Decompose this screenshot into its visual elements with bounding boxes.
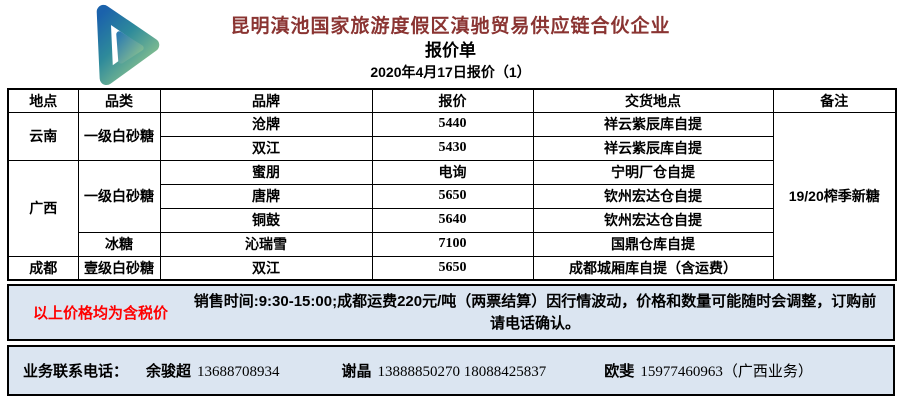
contact-name: 欧斐	[604, 363, 635, 380]
price-cell: 5430	[371, 135, 534, 161]
col-header-delivery: 交货地点	[532, 88, 774, 113]
contacts-label: 业务联系电话：	[23, 363, 129, 380]
category-cell: 壹级白砂糖	[77, 255, 161, 281]
price-cell: 7100	[371, 231, 534, 257]
delivery-cell: 成都城厢库自提（含运费）	[532, 255, 774, 281]
table-row: 双江 5430 祥云紫辰库自提	[8, 135, 896, 161]
tax-included-label: 以上价格均为含税价	[33, 305, 169, 322]
col-header-category: 品类	[77, 88, 161, 113]
contacts-bar: 业务联系电话： 余骏超 13688708934 谢晶 13888850270 180…	[7, 345, 895, 396]
table-row: 唐牌 5650 钦州宏达仓自提	[8, 183, 896, 209]
price-cell: 电询	[371, 159, 534, 185]
brand-cell: 蜜朋	[159, 159, 373, 185]
delivery-cell: 国鼎仓库自提	[532, 231, 774, 257]
col-header-location: 地点	[7, 88, 79, 113]
table-header-row: 地点 品类 品牌 报价 交货地点 备注	[7, 88, 897, 113]
contact-person: 余骏超 13688708934	[146, 360, 280, 381]
quote-subtitle: 报价单	[425, 41, 476, 60]
quote-date: 2020年4月17日报价（1）	[370, 64, 531, 80]
brand-cell: 铜鼓	[159, 207, 373, 233]
category-cell: 一级白砂糖	[77, 159, 161, 233]
contact-phone: 13688708934	[197, 364, 280, 380]
price-cell: 5650	[371, 255, 534, 281]
col-header-remark: 备注	[772, 88, 897, 113]
price-table: 地点 品类 品牌 报价 交货地点 备注 云南 一级白砂糖 沧牌 5440 祥云紫…	[7, 88, 897, 281]
contact-person: 欧斐 15977460963（广西业务）	[604, 360, 813, 381]
notice-text: 销售时间:9:30-15:00;成都运费220元/吨（两票结算）因行情波动，价格…	[193, 292, 877, 332]
contact-phone: 15977460963（广西业务）	[640, 364, 813, 380]
col-header-price: 报价	[371, 88, 534, 113]
contact-phone: 13888850270 18088425837	[377, 364, 547, 380]
delivery-cell: 钦州宏达仓自提	[532, 207, 774, 233]
category-cell: 一级白砂糖	[77, 111, 161, 161]
delivery-cell: 祥云紫辰库自提	[532, 135, 774, 161]
brand-cell: 沧牌	[159, 111, 373, 137]
location-cell-yunnan: 云南	[7, 111, 79, 161]
brand-cell: 双江	[159, 255, 373, 281]
table-row: 广西 一级白砂糖 蜜朋 电询 宁明厂仓自提	[7, 159, 896, 257]
delivery-cell: 宁明厂仓自提	[532, 159, 774, 185]
price-cell: 5640	[371, 207, 534, 233]
delivery-cell: 祥云紫辰库自提	[532, 111, 774, 137]
brand-cell: 双江	[159, 135, 373, 161]
table-row: 成都 壹级白砂糖 双江 5650 成都城厢库自提（含运费）	[7, 255, 896, 281]
location-cell-guangxi: 广西	[7, 159, 79, 257]
price-cell: 5440	[371, 111, 534, 137]
contact-name: 余骏超	[146, 363, 192, 380]
notice-bar: 以上价格均为含税价 销售时间:9:30-15:00;成都运费220元/吨（两票结…	[7, 284, 895, 341]
contact-person: 谢晶 13888850270 18088425837	[342, 360, 547, 381]
price-cell: 5650	[371, 183, 534, 209]
header-block: 昆明滇池国家旅游度假区滇驰贸易供应链合伙企业 报价单 2020年4月17日报价（…	[0, 14, 901, 82]
page-title: 昆明滇池国家旅游度假区滇驰贸易供应链合伙企业	[230, 16, 671, 37]
table-row: 冰糖 沁瑞雪 7100 国鼎仓库自提	[8, 231, 896, 257]
location-cell-chengdu: 成都	[7, 255, 79, 281]
category-cell: 冰糖	[77, 231, 161, 257]
col-header-brand: 品牌	[159, 88, 373, 113]
delivery-cell: 钦州宏达仓自提	[532, 183, 774, 209]
company-logo-icon	[96, 4, 160, 86]
remark-cell: 19/20榨季新糖	[772, 111, 897, 281]
table-row: 铜鼓 5640 钦州宏达仓自提	[8, 207, 896, 233]
contact-name: 谢晶	[341, 363, 372, 380]
table-row: 云南 一级白砂糖 沧牌 5440 祥云紫辰库自提 19/20榨季新糖	[7, 111, 897, 281]
brand-cell: 唐牌	[159, 183, 373, 209]
brand-cell: 沁瑞雪	[159, 231, 373, 257]
